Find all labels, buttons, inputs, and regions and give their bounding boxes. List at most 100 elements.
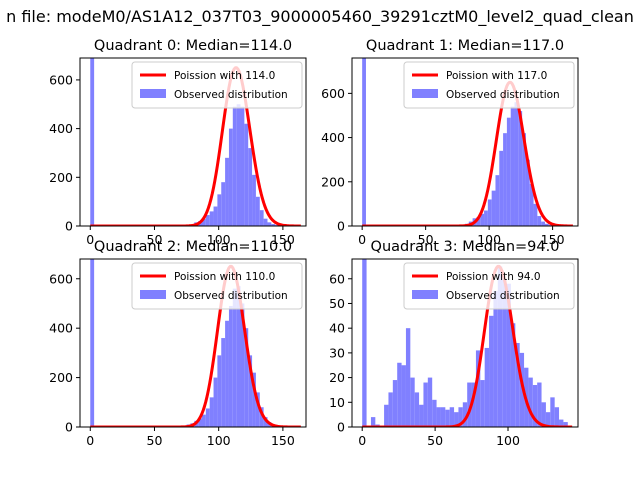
histogram-bar xyxy=(259,210,264,226)
histogram-bar xyxy=(559,419,564,427)
histogram-bar xyxy=(476,217,481,226)
histogram-bar xyxy=(209,397,214,427)
legend-label-observed: Observed distribution xyxy=(446,290,560,302)
histogram-bar xyxy=(414,392,420,427)
histogram-bar xyxy=(533,203,538,226)
y-tick-label: 20 xyxy=(329,370,345,385)
x-tick-label: 150 xyxy=(271,232,295,247)
legend-label-poisson: Poission with 114.0 xyxy=(174,70,275,82)
histogram-bar xyxy=(510,323,516,427)
panel-title: Quadrant 3: Median=94.0 xyxy=(371,239,560,255)
histogram-bar xyxy=(427,377,433,427)
histogram-bar xyxy=(401,365,406,427)
histogram-bar xyxy=(213,377,218,427)
histogram-bar xyxy=(217,355,222,427)
legend-label-poisson: Poission with 94.0 xyxy=(446,271,541,283)
y-tick-label: 30 xyxy=(329,345,345,360)
legend: Poission with 110.0 Observed distribution xyxy=(131,262,303,310)
histogram-bar xyxy=(397,362,402,427)
plot-area xyxy=(362,259,573,427)
histogram-bar xyxy=(221,338,226,427)
histogram-bar xyxy=(532,385,538,427)
chart-panel-3: 0 50 100 0 10 20 30 40 50 60 Quadrant 3: Median=94… xyxy=(329,239,579,448)
x-tick-label: 50 xyxy=(147,232,163,247)
x-tick-label: 100 xyxy=(207,433,231,448)
axes-frame xyxy=(79,258,307,428)
y-tick-label: 0 xyxy=(337,420,345,435)
histogram-bar xyxy=(480,380,485,427)
histogram-bar xyxy=(440,407,446,427)
histogram-bar xyxy=(217,194,222,226)
y-tick-label: 600 xyxy=(49,271,73,286)
plot-area xyxy=(90,58,302,226)
y-tick-label: 200 xyxy=(49,170,73,185)
y-tick-label: 50 xyxy=(329,296,345,311)
histogram-bar xyxy=(225,157,229,226)
histogram-bar xyxy=(259,407,264,427)
poisson-curve xyxy=(90,66,302,226)
histogram-bar xyxy=(554,407,560,427)
histogram-bar xyxy=(528,377,533,427)
histogram-bar xyxy=(541,402,546,427)
histogram-bar xyxy=(563,422,568,427)
x-tick-label: 100 xyxy=(496,433,520,448)
histogram-bar xyxy=(454,412,459,427)
histogram-bar xyxy=(419,404,424,427)
histogram-bar xyxy=(499,150,504,226)
histogram-bar xyxy=(198,418,202,427)
histogram-bar xyxy=(515,343,520,427)
legend: Poission with 114.0 Observed distribution xyxy=(131,61,303,109)
histogram-bar xyxy=(201,414,206,427)
histogram-bar xyxy=(255,392,260,427)
histogram-bar xyxy=(467,382,472,427)
histogram-bar xyxy=(436,407,441,427)
plot-area xyxy=(361,58,574,226)
legend-box xyxy=(131,262,303,310)
panel-title: Quadrant 2: Median=110.0 xyxy=(94,239,292,255)
histogram-bar xyxy=(213,206,218,226)
histogram-bar xyxy=(228,305,233,427)
histogram-bar xyxy=(221,182,226,226)
x-tick-label: 150 xyxy=(271,433,295,448)
histogram-bar xyxy=(362,58,366,226)
histogram-bar xyxy=(480,213,485,226)
poisson-curve xyxy=(362,264,573,427)
poisson-curve xyxy=(361,80,574,226)
histogram-bar xyxy=(423,382,428,427)
histogram-bar xyxy=(510,106,515,226)
histogram-bar xyxy=(388,392,393,427)
legend: Poission with 117.0 Observed distribution xyxy=(403,61,575,109)
x-tick-label: 100 xyxy=(207,232,231,247)
y-tick-label: 40 xyxy=(329,321,345,336)
legend: Poission with 94.0 Observed distribution xyxy=(403,262,575,310)
histogram-bar xyxy=(537,216,542,226)
panel-title: Quadrant 0: Median=114.0 xyxy=(94,38,292,54)
histogram-bar xyxy=(405,328,411,427)
histogram-bar xyxy=(248,148,253,226)
histogram-bar xyxy=(462,402,468,427)
legend-bar-swatch xyxy=(412,290,438,299)
histogram-bar xyxy=(248,355,253,427)
histogram-bar xyxy=(236,286,241,427)
histogram-bar xyxy=(489,315,494,427)
histogram-bar xyxy=(205,408,210,427)
histogram-bar xyxy=(525,159,530,226)
histogram-bar xyxy=(90,58,95,226)
histogram-bar xyxy=(529,184,534,226)
histogram-bar xyxy=(252,372,256,427)
legend-label-observed: Observed distribution xyxy=(174,89,288,101)
legend-bar-swatch xyxy=(140,290,166,299)
histogram-bar xyxy=(475,350,481,427)
histogram-bar xyxy=(491,190,496,226)
histogram-bar xyxy=(548,224,553,226)
legend-bar-swatch xyxy=(140,89,166,98)
histogram-bar xyxy=(362,259,367,427)
histogram-bar xyxy=(384,404,389,427)
histogram-bar xyxy=(518,111,523,226)
chart-panel-2: 0 50 100 150 0 200 400 600 Quadrant 2: Median=11… xyxy=(49,239,307,448)
y-tick-label: 0 xyxy=(65,219,73,234)
histogram-bar xyxy=(537,382,542,427)
histogram-bar xyxy=(519,352,525,427)
x-tick-label: 0 xyxy=(86,232,94,247)
